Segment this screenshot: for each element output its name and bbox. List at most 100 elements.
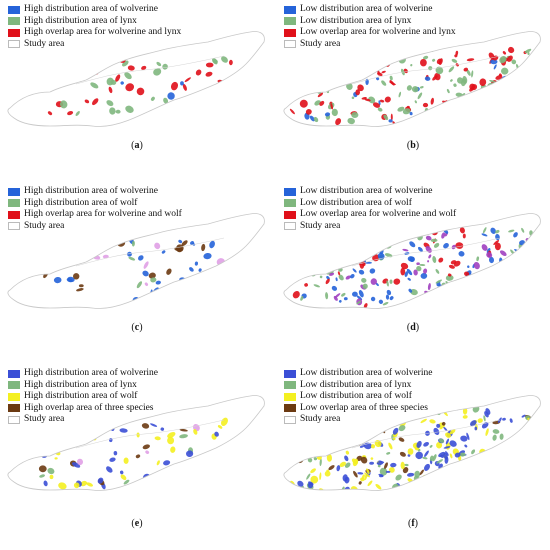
habitat-patch: [427, 260, 430, 263]
habitat-patch: [477, 466, 482, 474]
habitat-patch: [409, 241, 416, 248]
habitat-patch: [298, 452, 305, 460]
inner-boundary: [351, 419, 501, 449]
habitat-patch: [290, 61, 297, 68]
habitat-patch: [328, 439, 332, 445]
habitat-patch: [416, 262, 420, 266]
habitat-patch: [333, 253, 338, 258]
legend-label: High distribution area of wolverine: [24, 4, 159, 15]
habitat-patch: [402, 108, 411, 115]
habitat-patch: [347, 117, 355, 125]
habitat-patch: [294, 442, 299, 447]
habitat-patch: [432, 454, 437, 462]
habitat-patch: [343, 297, 348, 301]
habitat-patch: [541, 469, 548, 474]
habitat-patch: [531, 53, 538, 60]
habitat-patch: [310, 53, 317, 60]
habitat-patch: [500, 117, 505, 121]
habitat-patch: [493, 301, 499, 306]
habitat-patch: [496, 454, 503, 460]
habitat-patch: [408, 288, 413, 293]
habitat-patch: [390, 113, 393, 121]
habitat-patch: [528, 78, 535, 85]
habitat-patch: [311, 62, 317, 69]
habitat-patch: [61, 438, 68, 446]
habitat-patch: [509, 301, 517, 309]
habitat-patch: [203, 93, 211, 99]
habitat-patch: [312, 232, 318, 238]
habitat-patch: [370, 58, 377, 65]
habitat-patch: [507, 46, 515, 54]
habitat-patch: [386, 280, 389, 287]
habitat-patch: [464, 111, 468, 117]
habitat-patch: [528, 457, 533, 461]
habitat-patch: [481, 96, 485, 103]
habitat-patch: [47, 467, 55, 475]
habitat-patch: [296, 456, 304, 460]
habitat-patch: [533, 255, 540, 259]
habitat-patch: [365, 67, 369, 71]
habitat-patch: [62, 80, 66, 85]
legend: Low distribution area of wolverine Low d…: [284, 186, 456, 232]
habitat-patch: [331, 285, 338, 291]
habitat-patch: [443, 243, 449, 249]
habitat-patch: [351, 458, 358, 465]
habitat-patch: [423, 442, 429, 447]
habitat-patch: [188, 294, 197, 301]
legend-swatch: [8, 17, 20, 26]
habitat-patch: [407, 448, 414, 455]
habitat-patch: [491, 106, 499, 114]
habitat-patch: [464, 104, 469, 109]
habitat-patch: [513, 476, 518, 483]
habitat-patch: [519, 240, 525, 246]
habitat-patch: [500, 250, 507, 257]
habitat-patch: [158, 112, 162, 117]
habitat-patch: [389, 467, 395, 473]
habitat-patch: [466, 58, 475, 62]
habitat-patch: [170, 81, 179, 91]
habitat-patch: [455, 293, 463, 301]
habitat-patch: [504, 107, 509, 113]
habitat-patch: [392, 427, 399, 435]
habitat-patch: [501, 67, 509, 75]
habitat-patch: [299, 99, 308, 108]
habitat-patch: [528, 264, 534, 268]
habitat-patch: [142, 270, 149, 277]
habitat-patch: [420, 272, 428, 279]
habitat-patch: [106, 100, 114, 107]
habitat-patch: [428, 66, 433, 71]
habitat-patch: [482, 290, 487, 295]
habitat-patch: [102, 254, 109, 259]
habitat-patch: [388, 442, 393, 450]
habitat-patch: [522, 300, 525, 305]
habitat-patch: [360, 477, 365, 482]
habitat-patch: [212, 58, 218, 65]
habitat-patch: [389, 279, 393, 284]
legend-item: High distribution area of wolf: [8, 198, 182, 210]
habitat-patch: [325, 278, 330, 285]
habitat-patch: [485, 428, 489, 436]
habitat-patch: [488, 105, 491, 108]
habitat-patch: [430, 97, 434, 105]
habitat-patch: [382, 301, 389, 306]
habitat-patch: [358, 269, 365, 275]
habitat-patch: [493, 240, 500, 245]
habitat-patch: [448, 264, 455, 269]
habitat-patch: [489, 120, 496, 126]
habitat-patch: [144, 282, 149, 286]
habitat-patch: [228, 59, 233, 66]
habitat-patch: [47, 251, 54, 259]
habitat-patch: [109, 107, 116, 115]
habitat-patch: [522, 108, 531, 117]
legend-label: Study area: [300, 414, 341, 425]
habitat-patch: [208, 88, 215, 95]
habitat-patch: [147, 297, 151, 304]
habitat-patches: [289, 44, 541, 127]
habitat-patch: [207, 107, 215, 116]
study-area-map: [7, 31, 265, 127]
habitat-patch: [506, 94, 512, 100]
habitat-patch: [505, 85, 510, 92]
habitat-patch: [299, 86, 302, 94]
habitat-patch: [462, 93, 466, 96]
habitat-patch: [38, 465, 47, 473]
